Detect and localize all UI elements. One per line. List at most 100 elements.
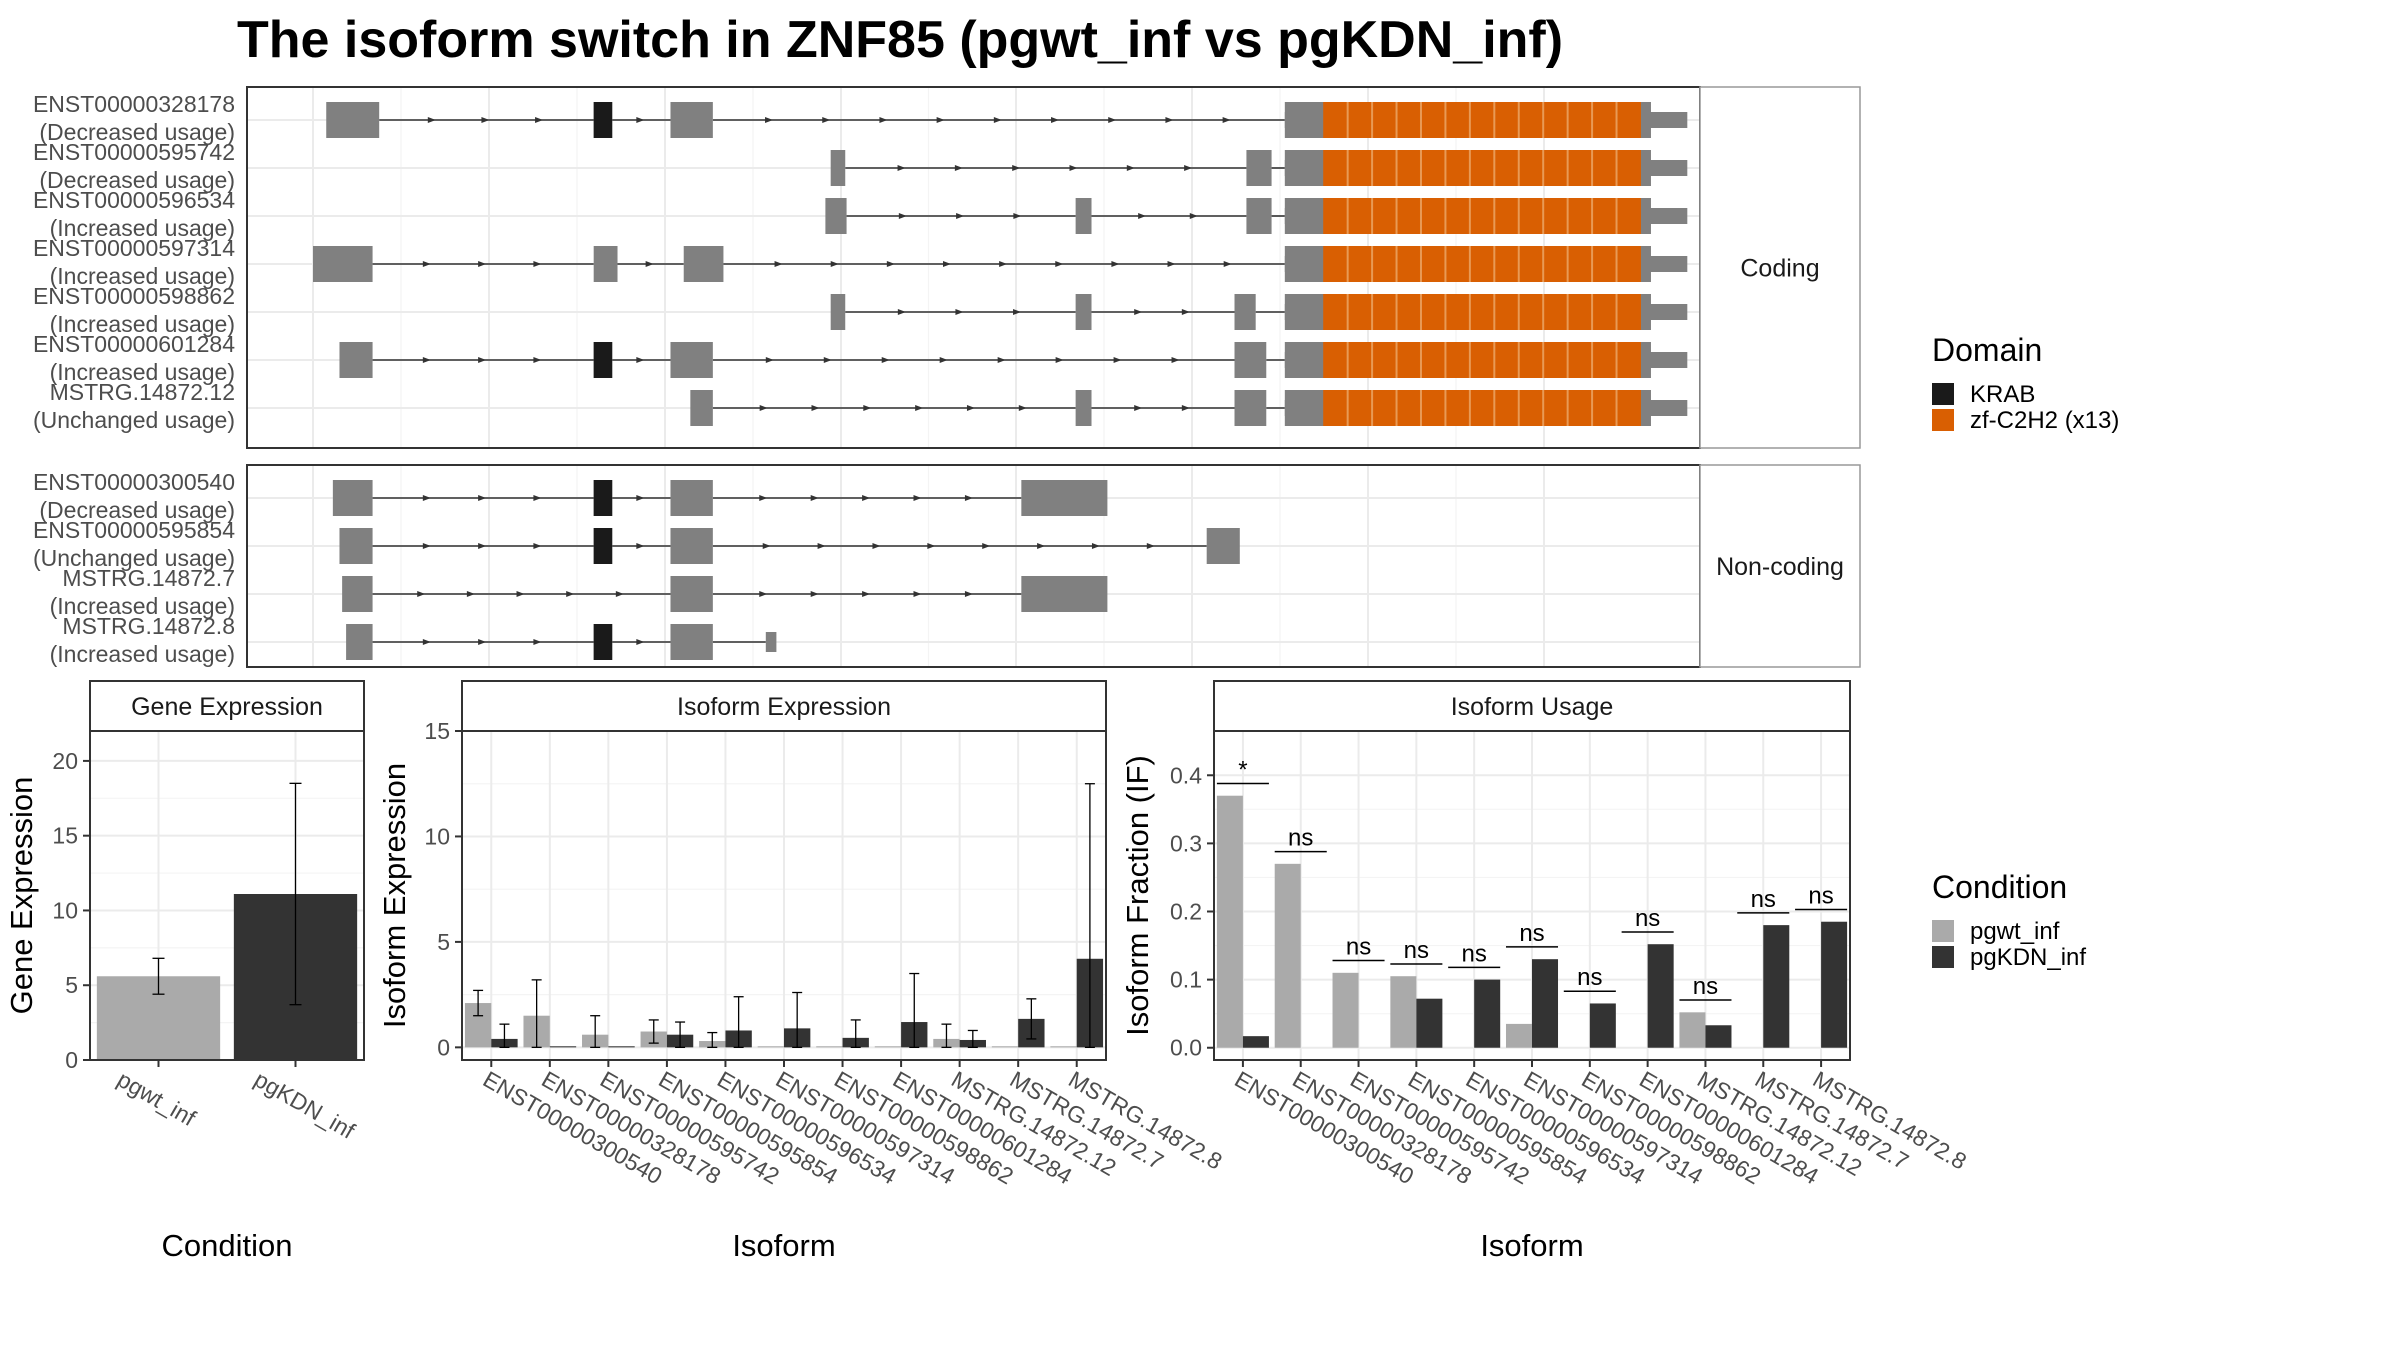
intron-arrow [897,165,906,171]
isoform-id-label: ENST00000328178 [33,91,235,117]
gene-structure-plot: Coding ENST00000328178 (Decreased usage) EN… [33,86,1861,668]
isoform-status-label: (Decreased usage) [39,497,235,523]
x-tick-label: pgKDN_inf [250,1066,360,1144]
exon [1021,576,1108,612]
intron-arrow [913,591,922,597]
isoform-id-label: MSTRG.14872.7 [62,565,235,591]
exon [765,632,777,652]
intron-arrow [478,639,487,645]
intron-arrow [999,261,1008,267]
intron-arrow [1037,543,1046,549]
significance-label: ns [1288,825,1313,852]
domain-zf-c2h2 [1323,198,1641,234]
strip-box [1213,680,1851,732]
intron-arrow [1134,405,1143,411]
bar-pgwt_inf [874,1046,902,1048]
exon [1234,390,1267,426]
exon [1075,198,1092,234]
strip-box [1699,464,1861,668]
intron-arrow [822,117,831,123]
intron-arrow [422,543,431,549]
structure-panel-coding: Coding [246,86,1861,449]
bar-pgwt_inf [1216,795,1243,1048]
intron-arrow [810,591,819,597]
intron-arrow [636,639,645,645]
exon [1234,342,1267,378]
strip-box [1699,86,1861,449]
intron-arrow [886,261,895,267]
isoform-id-label: ENST00000601284 [33,331,235,357]
legend-title: Condition [1932,869,2067,905]
significance-label: ns [1577,964,1602,991]
strip-box [89,680,365,732]
isoform-status-label: (Unchanged usage) [33,407,235,433]
exon [313,246,373,282]
intron-arrow [1189,213,1198,219]
y-axis-title: Gene Expression [4,777,39,1015]
isoform-id-label: ENST00000598862 [33,283,235,309]
y-tick-label: 20 [52,748,78,774]
intron-arrow [466,591,475,597]
exon [326,102,380,138]
intron-arrow [533,639,542,645]
exon [1021,480,1108,516]
structure-panel-non-coding: Non-coding [246,464,1861,668]
intron-arrow [422,639,431,645]
significance-label: ns [1635,905,1660,932]
significance-label: ns [1404,937,1429,964]
intron-arrow [765,357,774,363]
exon [1246,150,1272,186]
intron-arrow [478,357,487,363]
isoform-track [339,528,1240,564]
bar-pgwt_inf [816,1046,843,1048]
isoform-track [346,624,777,660]
legend-key [1932,920,1954,942]
y-tick-label: 15 [52,823,78,849]
bar-pgwt_inf [757,1046,784,1048]
intron-arrow [615,591,624,597]
intron-arrow [879,117,888,123]
bar-pgKDN_inf [1416,998,1443,1048]
domain-zf-c2h2 [1323,342,1641,378]
exon [670,624,713,660]
intron-arrow [1181,309,1190,315]
legend-label: zf-C2H2 (x13) [1970,407,2119,434]
intron-arrow [1223,261,1232,267]
intron-arrow [759,591,768,597]
intron-arrow [1146,543,1155,549]
intron-arrow [1184,165,1193,171]
intron-arrow [1111,261,1120,267]
x-axis-title: Isoform [732,1228,835,1263]
y-tick-label: 0 [437,1034,450,1060]
intron-arrow [1126,165,1135,171]
strip-label: Non-coding [1716,553,1844,581]
bar-pgKDN_inf [1242,1036,1269,1048]
intron-arrow [942,261,951,267]
intron-arrow [862,591,871,597]
legend-title: Domain [1932,332,2042,368]
exon [690,390,713,426]
isoform-track [342,576,1108,612]
bar-pgKDN_inf [1589,1003,1616,1048]
x-tick-label: pgwt_inf [113,1066,201,1132]
intron-arrow [982,543,991,549]
significance-label: ns [1693,973,1718,1000]
bar-pgKDN_inf [1763,925,1790,1048]
isoform-track [830,150,1688,186]
intron-arrow [478,543,487,549]
intron-arrow [478,495,487,501]
y-tick-label: 0.2 [1170,899,1202,925]
intron-arrow [765,117,774,123]
y-tick-label: 15 [424,718,450,744]
y-tick-label: 10 [424,823,450,849]
intron-arrow [1167,261,1176,267]
intron-arrow [636,357,645,363]
domain-zf-c2h2 [1323,102,1641,138]
gene-expression-plot: Gene Expression 0 5 10 15 20 pgwt_inf pgKDN_inf… [4,680,365,1263]
bar-pgwt_inf [991,1046,1019,1048]
intron-arrow [1138,213,1147,219]
intron-arrow [1051,117,1060,123]
exon [670,528,713,564]
